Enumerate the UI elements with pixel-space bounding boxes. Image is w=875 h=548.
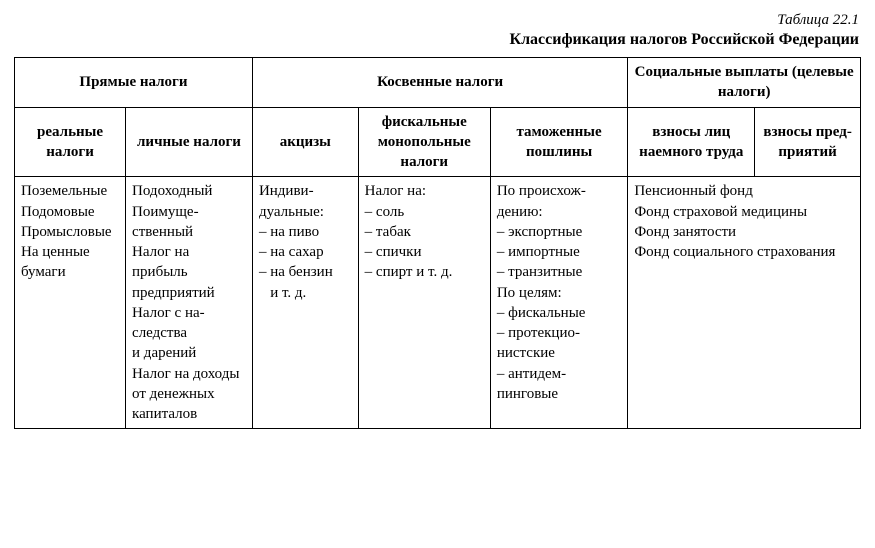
header-col-fiscal: фискальные монополь­ные налоги (358, 107, 490, 177)
header-group-indirect: Косвенные налоги (252, 58, 627, 108)
table-caption: Таблица 22.1 (14, 12, 859, 29)
cell-real-taxes: Поземель­ныеПодомовыеПромысло­выеНа ценн… (15, 177, 126, 429)
header-col-personal: личные налоги (126, 107, 253, 177)
cell-customs: По происхож­дению:– экспортные– импортны… (490, 177, 627, 429)
header-col-customs: таможенные пошлины (490, 107, 627, 177)
table-row: Поземель­ныеПодомовыеПромысло­выеНа ценн… (15, 177, 861, 429)
header-col-real: реальные налоги (15, 107, 126, 177)
header-group-direct: Прямые налоги (15, 58, 253, 108)
cell-excise: Индиви­дуальные:– на пиво– на сахар– на … (252, 177, 358, 429)
cell-personal-taxes: ПодоходныйПоимуще­ственныйНалог на прибы… (126, 177, 253, 429)
header-col-excise: акцизы (252, 107, 358, 177)
table-title: Классификация налогов Российской Федерац… (14, 31, 859, 49)
header-col-employee: взносы лиц наемного труда (628, 107, 755, 177)
tax-classification-table: Прямые налоги Косвенные налоги Социальны… (14, 57, 861, 429)
cell-fiscal-monopoly: Налог на:– соль– табак– спички– спирт и … (358, 177, 490, 429)
header-col-enterprise: взносы пред­приятий (755, 107, 861, 177)
header-group-social: Социальные выплаты (целевые налоги) (628, 58, 861, 108)
cell-social-payments: Пенсионный фондФонд страховой медициныФо… (628, 177, 861, 429)
